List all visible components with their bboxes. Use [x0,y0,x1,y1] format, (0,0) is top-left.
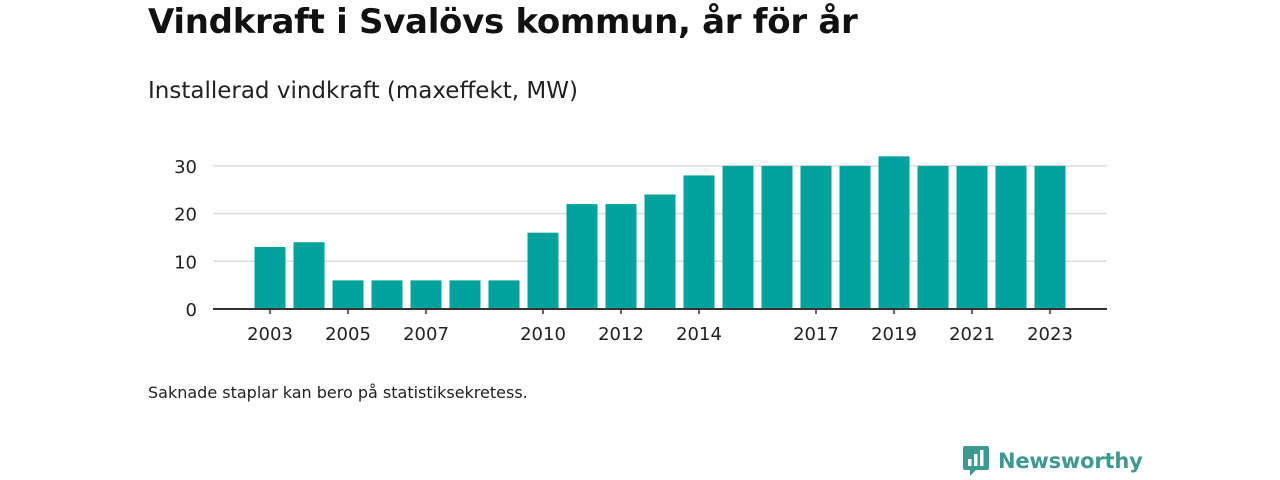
bar-chart: 0 10 20 30 2003 2005 2007 2010 2012 2014 2017 2019… [174,156,1107,345]
bar-2014 [683,175,715,309]
bars [254,156,1066,309]
bar-2009 [488,280,520,309]
newsworthy-logo-icon [963,446,989,476]
bar-2011 [566,204,598,309]
x-axis-ticks: 2003 2005 2007 2010 2012 2014 2017 2019 2021 2023 [247,309,1073,345]
bar-2019 [878,156,910,309]
x-tick-label-2017: 2017 [793,324,839,345]
bar-2004 [293,242,325,309]
brand-name: Newsworthy [998,449,1143,473]
bar-2008 [449,280,481,309]
x-tick-label-2003: 2003 [247,324,293,345]
bar-2022 [995,165,1027,309]
bar-2003 [254,246,286,309]
y-tick-label: 30 [174,157,197,178]
x-tick-label-2021: 2021 [949,324,995,345]
x-tick-label-2014: 2014 [676,324,722,345]
footnote: Saknade staplar kan bero på statistiksek… [148,383,528,402]
bar-2017 [800,165,832,309]
x-tick-label-2010: 2010 [520,324,566,345]
x-tick-label-2019: 2019 [871,324,917,345]
bar-2013 [644,194,676,309]
bar-2016 [761,165,793,309]
bar-2010 [527,232,559,309]
bar-2021 [956,165,988,309]
bar-2005 [332,280,364,309]
bar-2007 [410,280,442,309]
y-tick-label: 10 [174,252,197,273]
bar-2012 [605,204,637,309]
bar-2015 [722,165,754,309]
chart-subtitle: Installerad vindkraft (maxeffekt, MW) [148,78,578,104]
bar-2006 [371,280,403,309]
y-axis-ticks: 0 10 20 30 [174,157,197,321]
bar-2018 [839,165,871,309]
chart-title: Vindkraft i Svalövs kommun, år för år [148,2,858,42]
bar-2023 [1034,165,1066,309]
x-tick-label-2012: 2012 [598,324,644,345]
x-tick-label-2007: 2007 [403,324,449,345]
brand-logo: Newsworthy [962,444,1143,478]
y-tick-label: 0 [186,300,197,321]
bar-2020 [917,165,949,309]
x-tick-label-2023: 2023 [1027,324,1073,345]
y-tick-label: 20 [174,205,197,226]
x-tick-label-2005: 2005 [325,324,371,345]
